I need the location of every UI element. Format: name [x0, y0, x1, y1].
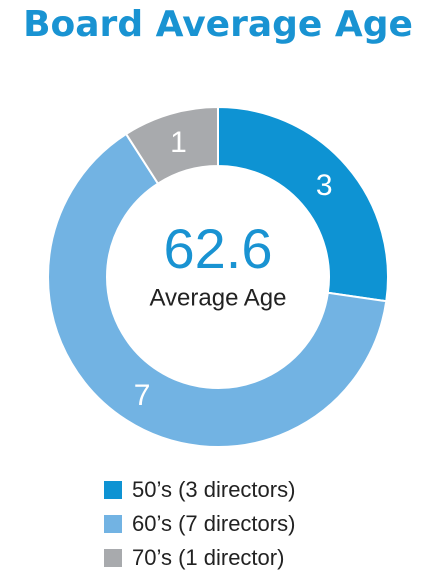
legend-swatch	[104, 481, 122, 499]
legend-swatch	[104, 549, 122, 567]
center-label: Average Age	[149, 284, 286, 311]
chart-title: Board Average Age	[23, 4, 413, 45]
legend-label: 50’s (3 directors)	[132, 477, 295, 502]
legend-label: 70’s (1 director)	[132, 545, 284, 570]
slice	[124, 105, 219, 186]
center-value: 62.6	[164, 217, 273, 280]
legend-label: 60’s (7 directors)	[132, 511, 295, 536]
slice	[47, 132, 388, 448]
slice	[217, 105, 389, 303]
legend-swatch	[104, 515, 122, 533]
slice-label: 7	[134, 379, 151, 412]
slice-label: 1	[170, 126, 187, 159]
slice-label: 3	[316, 169, 333, 202]
